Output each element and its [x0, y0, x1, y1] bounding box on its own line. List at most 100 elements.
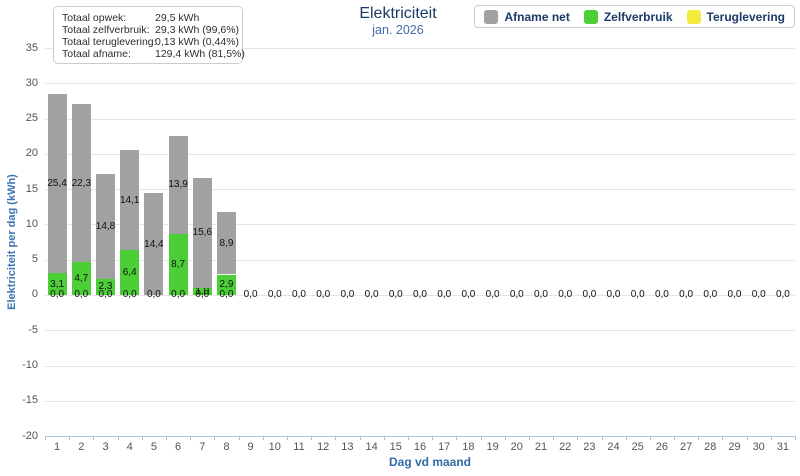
- x-tick: [553, 436, 555, 440]
- x-tick: [166, 436, 167, 440]
- x-tick: [117, 436, 119, 440]
- x-tick: [335, 436, 337, 440]
- x-tick: [770, 436, 772, 440]
- bar-segment-zelfverbruik[interactable]: [120, 249, 140, 295]
- bar-segment-zelfverbruik[interactable]: [217, 274, 236, 295]
- bar-value-label: 2,9: [219, 279, 234, 291]
- bar-segment-afname-net[interactable]: [47, 93, 67, 274]
- x-tick-label: 16: [413, 441, 427, 453]
- legend-item-afname-net[interactable]: Afname net: [484, 9, 570, 24]
- x-tick-label: 3: [102, 441, 109, 453]
- gridline: [45, 118, 795, 120]
- bar-zero-label: 0,0: [122, 289, 137, 301]
- bar-zero-label: 0,0: [340, 289, 355, 301]
- y-tick-label: -10: [22, 359, 38, 371]
- x-tick-label: 13: [341, 441, 354, 453]
- bar-zero-label: 0,0: [727, 289, 742, 301]
- x-tick: [93, 436, 95, 440]
- y-tick-label: 30: [25, 76, 38, 89]
- gridline: [45, 153, 795, 155]
- bar-segment-afname-net[interactable]: [192, 177, 212, 288]
- x-tick: [674, 436, 675, 440]
- gridline: [45, 83, 795, 85]
- y-tick-label: 20: [25, 147, 38, 160]
- x-tick-label: 8: [223, 441, 230, 453]
- legend-label: Afname net: [504, 9, 570, 24]
- x-tick: [359, 436, 361, 440]
- x-tick: [480, 436, 482, 440]
- bar-zero-label: 0,0: [534, 289, 548, 301]
- x-tick-label: 28: [704, 441, 717, 453]
- x-tick: [722, 436, 724, 440]
- summary-label: Totaal zelfverbruik:: [62, 24, 150, 36]
- summary-box: Totaal opwek: 29,5 kWh Totaal zelfverbruik…: [53, 6, 245, 64]
- bar-value-label: 13,9: [168, 179, 188, 190]
- summary-label: Totaal teruglevering:: [62, 36, 157, 48]
- bar-zero-label: 0,0: [413, 289, 427, 301]
- x-tick-label: 1: [54, 441, 61, 453]
- bar-value-label: 25,4: [47, 177, 67, 189]
- x-tick: [69, 436, 71, 440]
- gridline: [45, 294, 795, 296]
- bar-segment-afname-net[interactable]: [120, 150, 140, 250]
- x-tick-label: 30: [752, 441, 765, 453]
- x-tick: [190, 436, 192, 440]
- x-tick-label: 29: [728, 441, 741, 453]
- x-tick: [262, 436, 264, 440]
- bar-zero-label: 0,0: [703, 289, 718, 301]
- bar-zero-label: 0,0: [606, 289, 621, 301]
- bar-segment-zelfverbruik[interactable]: [47, 273, 67, 295]
- y-tick-label: 15: [25, 182, 38, 195]
- bar-value-label: 14,1: [119, 194, 140, 206]
- x-tick-label: 2: [78, 441, 85, 453]
- x-tick: [141, 436, 143, 440]
- x-tick-label: 12: [317, 441, 330, 453]
- bar-zero-label: 0,0: [171, 289, 186, 301]
- chart-subtitle: jan. 2026: [372, 23, 424, 37]
- bar-zero-label: 0,0: [654, 289, 669, 301]
- bar-zero-label: 0,0: [679, 289, 694, 301]
- legend-swatch-zelfverbruik: [583, 9, 598, 24]
- bar-zero-label: 0,0: [461, 289, 476, 301]
- bar-zero-label: 0,0: [388, 289, 403, 301]
- bar-zero-label: 0,0: [243, 289, 258, 301]
- bar-zero-label: 0,0: [219, 289, 234, 301]
- x-tick-label: 22: [559, 441, 572, 453]
- x-tick-label: 18: [462, 441, 475, 453]
- x-axis-line: [45, 436, 795, 437]
- gridline: [45, 365, 795, 367]
- summary-row: Totaal teruglevering: 0,13 kWh (0,44%): [62, 36, 239, 48]
- bar-segment-afname-net[interactable]: [96, 174, 115, 279]
- legend-item-teruglevering[interactable]: Teruglevering: [686, 9, 785, 24]
- legend-swatch-teruglevering: [686, 9, 701, 24]
- x-tick-label: 31: [776, 441, 790, 453]
- y-tick-label: -5: [28, 323, 38, 336]
- bar-zero-label: 0,0: [50, 289, 65, 301]
- x-tick-label: 21: [534, 441, 548, 453]
- bar-value-label: 3,1: [50, 278, 65, 290]
- bar-segment-afname-net[interactable]: [168, 135, 188, 234]
- x-tick: [795, 436, 796, 440]
- y-tick-label: 0: [31, 288, 38, 301]
- y-tick-label: 5: [31, 253, 38, 266]
- bar-segment-zelfverbruik[interactable]: [168, 233, 188, 295]
- bar-segment-zelfverbruik[interactable]: [71, 261, 91, 295]
- bar-segment-afname-net[interactable]: [144, 193, 164, 295]
- gridline: [45, 224, 795, 226]
- x-tick: [286, 436, 288, 440]
- summary-value: 29,5 kWh: [155, 12, 200, 24]
- bar-segment-zelfverbruik[interactable]: [96, 278, 115, 295]
- bar-zero-label: 0,0: [74, 289, 89, 301]
- y-axis-title: Elektriciteit per dag (kWh): [6, 174, 18, 310]
- bar-segment-afname-net[interactable]: [217, 211, 236, 275]
- x-tick-label: 9: [247, 441, 254, 453]
- bar-zero-label: 0,0: [630, 289, 645, 301]
- bar-segment-zelfverbruik[interactable]: [192, 287, 212, 295]
- bar-value-label: 14,4: [144, 238, 164, 250]
- x-tick: [625, 436, 627, 440]
- bar-segment-afname-net[interactable]: [71, 104, 91, 262]
- bar-zero-label: 0,0: [775, 289, 790, 301]
- x-axis-title: Dag vd maand: [388, 455, 472, 469]
- x-tick-label: 14: [365, 441, 378, 453]
- legend-item-zelfverbruik[interactable]: Zelfverbruik: [583, 9, 673, 24]
